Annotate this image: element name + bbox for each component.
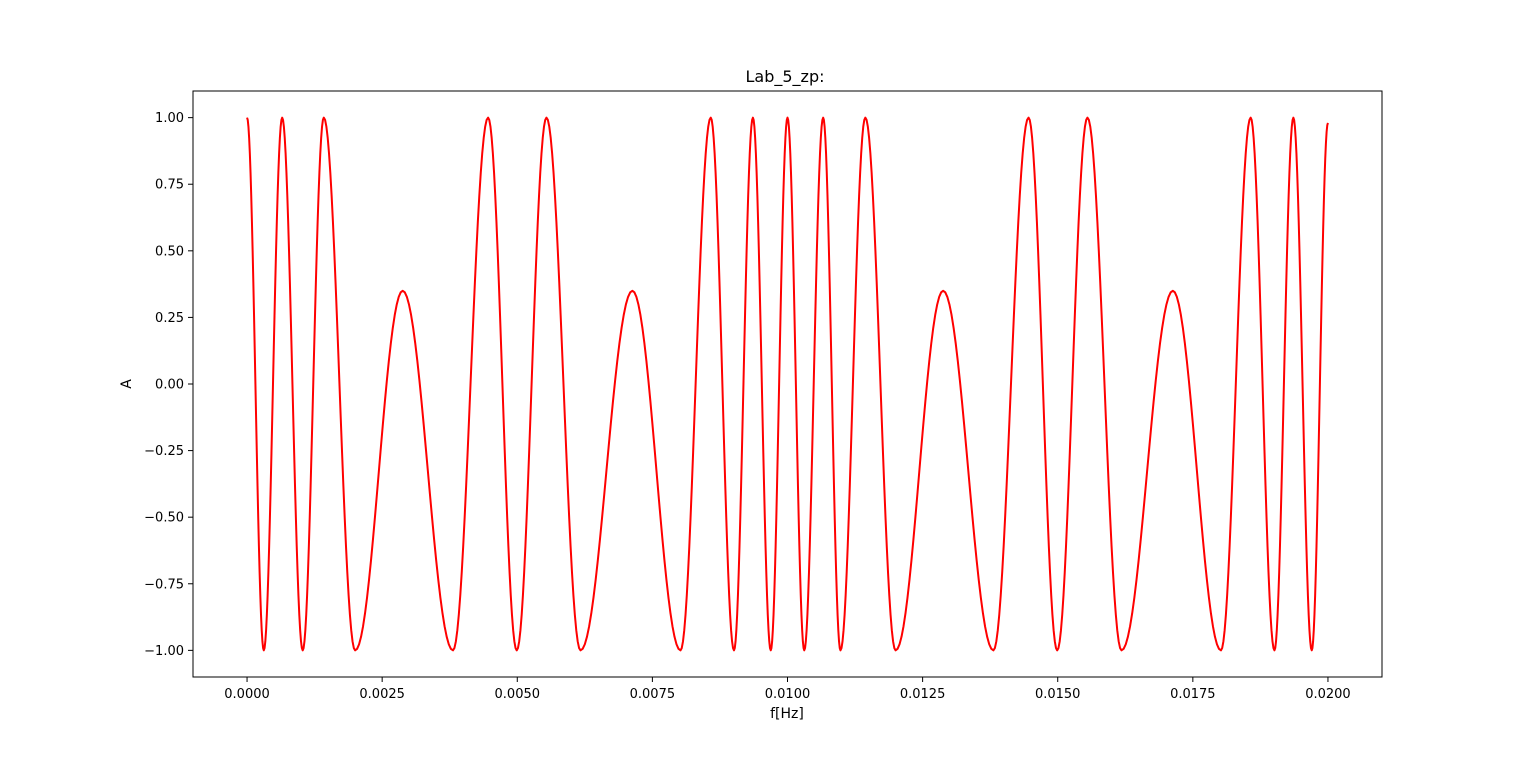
series-line [246,116,1329,652]
x-tick-label: 0.0075 [630,687,676,702]
x-tick-label: 0.0125 [900,687,946,702]
y-tick-label: −0.50 [144,511,184,526]
x-tick-label: 0.0100 [765,687,811,702]
x-axis: 0.0000 0.0025 0.0050 0.0075 0.0100 0.0125 0.01… [224,677,1351,702]
y-tick-label: 0.00 [155,378,184,393]
x-tick-label: 0.0050 [495,687,541,702]
y-tick-label: −0.25 [144,444,184,459]
chart-title: Lab_5_zp: [746,67,825,87]
y-axis: 1.00 0.75 0.50 0.25 0.00 −0.25 −0.50 −0.75 −1.00 [144,111,193,659]
x-tick-label: 0.0150 [1035,687,1081,702]
y-tick-label: −0.75 [144,577,184,592]
x-axis-label: f[Hz] [770,706,804,722]
y-tick-label: 0.75 [155,178,184,193]
y-tick-label: 0.50 [155,244,184,259]
y-axis-label: A [119,379,135,389]
x-tick-label: 0.0175 [1170,687,1216,702]
y-tick-label: 0.25 [155,311,184,326]
y-tick-label: 1.00 [155,111,184,126]
x-tick-label: 0.0025 [359,687,405,702]
y-tick-label: −1.00 [144,644,184,659]
x-tick-label: 0.0200 [1305,687,1351,702]
x-tick-label: 0.0000 [224,687,270,702]
